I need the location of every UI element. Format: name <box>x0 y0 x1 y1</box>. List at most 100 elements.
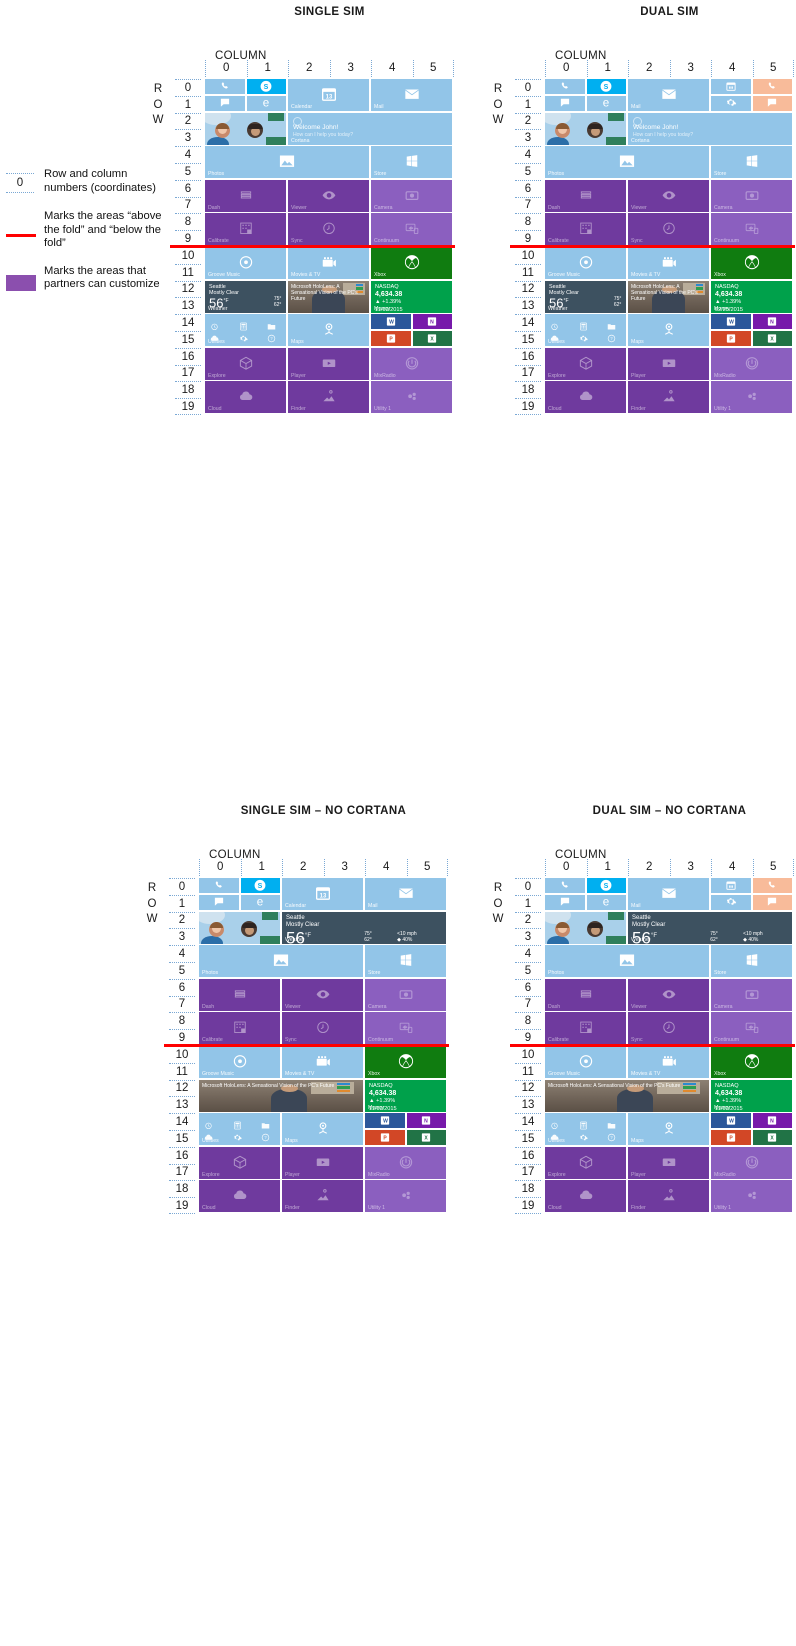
tile-messaging[interactable] <box>205 95 245 111</box>
tile-cloud[interactable]: Cloud <box>545 381 627 414</box>
tile-photos[interactable]: Photos <box>545 945 710 978</box>
tile-skype[interactable]: S <box>586 878 627 894</box>
tile-powerpoint[interactable]: P <box>711 331 751 347</box>
tile-weather[interactable]: Weather Seattle Mostly Clear 56°F 75° 62° <10 … <box>628 911 793 944</box>
tile-maps[interactable]: Maps <box>628 1113 710 1146</box>
tile-calendar[interactable]: 13 Calendar <box>288 79 370 111</box>
tile-sync[interactable]: Sync <box>288 213 370 246</box>
tile-explore[interactable]: Explore <box>545 347 627 380</box>
tile-skype[interactable]: S <box>246 79 287 95</box>
tile-money[interactable]: Money NASDAQ 4,634.38 ▲ +1.39% 11/02/2015 <box>365 1079 447 1112</box>
tile-groove-music[interactable]: Groove Music <box>545 1046 627 1078</box>
tile-calibrate[interactable]: Calibrate <box>545 213 627 246</box>
tile-phone[interactable] <box>199 878 239 894</box>
tile-movies-tv[interactable]: Movies & TV <box>628 1046 710 1078</box>
tile-movies-tv[interactable]: Movies & TV <box>288 247 370 279</box>
tile-money[interactable]: Money NASDAQ 4,634.38 ▲ +1.39% 11/02/2015 <box>711 1079 793 1112</box>
tile-groove-music[interactable]: Groove Music <box>205 247 287 279</box>
tile-utilities[interactable]: Utilities? <box>205 314 287 347</box>
tile-camera[interactable]: Camera <box>365 978 447 1011</box>
tile-cloud[interactable]: Cloud <box>199 1180 281 1213</box>
tile-continuum[interactable]: Continuum <box>371 213 453 246</box>
tile-onenote[interactable]: N <box>412 314 453 330</box>
tile-sync[interactable]: Sync <box>628 1012 710 1045</box>
tile-money[interactable]: Money NASDAQ 4,634.38 ▲ +1.39% 11/02/2015 <box>371 280 453 313</box>
tile-camera[interactable]: Camera <box>711 978 793 1011</box>
tile-people[interactable]: People <box>199 911 281 944</box>
tile-finder[interactable]: Finder <box>628 1180 710 1213</box>
tile-player[interactable]: Player <box>282 1146 364 1179</box>
tile-phone-2[interactable] <box>752 79 793 95</box>
tile-groove-music[interactable]: Groove Music <box>199 1046 281 1078</box>
tile-camera[interactable]: Camera <box>711 179 793 212</box>
tile-store[interactable]: Store <box>365 945 447 978</box>
tile-word[interactable]: W <box>711 314 751 330</box>
tile-mail[interactable]: Mail <box>628 878 710 910</box>
tile-mail[interactable]: Mail <box>628 79 710 111</box>
tile-store[interactable]: Store <box>711 945 793 978</box>
tile-phone[interactable] <box>545 79 585 95</box>
tile-edge[interactable]: e <box>246 95 287 111</box>
tile-people[interactable]: People <box>545 911 627 944</box>
tile-weather[interactable]: Weather Seattle Mostly Clear 56°F 75° 62° <box>545 280 627 313</box>
tile-xbox[interactable]: Xbox <box>711 1046 793 1078</box>
tile-word[interactable]: W <box>365 1113 405 1129</box>
tile-people[interactable]: People <box>205 112 287 145</box>
tile-phone[interactable] <box>545 878 585 894</box>
tile-viewer[interactable]: Viewer <box>282 978 364 1011</box>
tile-phone-2[interactable] <box>752 878 793 894</box>
tile-continuum[interactable]: Continuum <box>365 1012 447 1045</box>
tile-continuum[interactable]: Continuum <box>711 1012 793 1045</box>
tile-mixradio[interactable]: MixRadio <box>365 1146 447 1179</box>
tile-photos[interactable]: Photos <box>205 146 370 179</box>
tile-utility-1[interactable]: Utility 1 <box>371 381 453 414</box>
tile-powerpoint[interactable]: P <box>365 1130 405 1146</box>
tile-groove-music[interactable]: Groove Music <box>545 247 627 279</box>
tile-news[interactable]: NewsMicrosoft HoloLens: A Sensational Vi… <box>199 1079 364 1112</box>
tile-utility-1[interactable]: Utility 1 <box>365 1180 447 1213</box>
tile-excel[interactable]: X <box>412 331 453 347</box>
tile-money[interactable]: Money NASDAQ 4,634.38 ▲ +1.39% 02/25/2015 <box>711 280 793 313</box>
tile-dash[interactable]: Dash <box>545 179 627 212</box>
tile-explore[interactable]: Explore <box>545 1146 627 1179</box>
tile-camera[interactable]: Camera <box>371 179 453 212</box>
tile-mixradio[interactable]: MixRadio <box>711 1146 793 1179</box>
tile-viewer[interactable]: Viewer <box>628 179 710 212</box>
tile-maps[interactable]: Maps <box>282 1113 364 1146</box>
tile-player[interactable]: Player <box>628 347 710 380</box>
tile-sync[interactable]: Sync <box>628 213 710 246</box>
tile-messaging[interactable] <box>199 894 239 910</box>
tile-dash[interactable]: Dash <box>545 978 627 1011</box>
tile-powerpoint[interactable]: P <box>371 331 411 347</box>
tile-mail[interactable]: Mail <box>371 79 453 111</box>
tile-onenote[interactable]: N <box>752 1113 793 1129</box>
tile-utilities[interactable]: Utilities? <box>199 1113 281 1146</box>
tile-excel[interactable]: X <box>752 331 793 347</box>
tile-photos[interactable]: Photos <box>199 945 364 978</box>
tile-edge[interactable]: e <box>240 894 281 910</box>
tile-player[interactable]: Player <box>628 1146 710 1179</box>
tile-edge[interactable]: e <box>586 894 627 910</box>
tile-utilities[interactable]: Utilities? <box>545 1113 627 1146</box>
tile-news[interactable]: NewsMicrosoft HoloLens: A Sensational Vi… <box>628 280 710 313</box>
tile-movies-tv[interactable]: Movies & TV <box>282 1046 364 1078</box>
tile-viewer[interactable]: Viewer <box>288 179 370 212</box>
tile-xbox[interactable]: Xbox <box>365 1046 447 1078</box>
tile-calendar[interactable] <box>711 79 751 95</box>
tile-calibrate[interactable]: Calibrate <box>199 1012 281 1045</box>
tile-edge[interactable]: e <box>586 95 627 111</box>
tile-onenote[interactable]: N <box>406 1113 447 1129</box>
tile-news[interactable]: NewsMicrosoft HoloLens: A Sensational Vi… <box>545 1079 710 1112</box>
tile-messaging-2[interactable] <box>752 894 793 910</box>
tile-excel[interactable]: X <box>752 1130 793 1146</box>
tile-settings[interactable] <box>711 95 751 111</box>
tile-powerpoint[interactable]: P <box>711 1130 751 1146</box>
tile-maps[interactable]: Maps <box>628 314 710 347</box>
tile-utility-1[interactable]: Utility 1 <box>711 381 793 414</box>
tile-news[interactable]: NewsMicrosoft HoloLens: A Sensational Vi… <box>288 280 370 313</box>
tile-settings[interactable] <box>711 894 751 910</box>
tile-movies-tv[interactable]: Movies & TV <box>628 247 710 279</box>
tile-excel[interactable]: X <box>406 1130 447 1146</box>
tile-sync[interactable]: Sync <box>282 1012 364 1045</box>
tile-cloud[interactable]: Cloud <box>545 1180 627 1213</box>
